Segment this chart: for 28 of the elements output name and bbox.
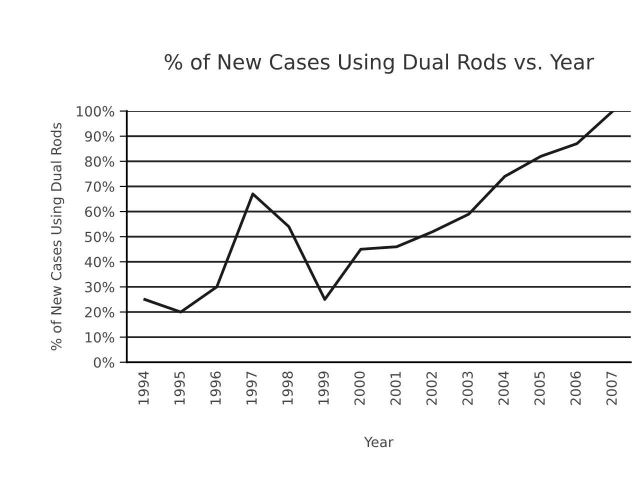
y-tick-label: 90%	[85, 131, 114, 142]
x-tick-label: 2000	[354, 372, 365, 405]
y-tick-label: 20%	[85, 306, 114, 318]
y-tick-label: 70%	[85, 181, 114, 192]
y-tick-label: 40%	[84, 256, 114, 268]
x-tick-label: 1998	[282, 372, 293, 404]
chart-title: % of New Cases Using Dual Rods vs. Year	[164, 54, 594, 74]
y-tick-label: 100%	[76, 106, 114, 117]
y-tick-label: 0%	[94, 357, 114, 368]
x-tick-label: 1995	[174, 372, 185, 404]
x-tick-label: 1996	[210, 371, 221, 404]
y-tick-label: 30%	[85, 282, 114, 292]
y-tick-label: 60%	[85, 206, 114, 218]
y-axis-title: % of New Cases Using Dual Rods	[50, 122, 64, 350]
x-tick-label: 2003	[462, 372, 473, 405]
x-tick-label: 2002	[426, 372, 437, 405]
x-tick-label: 1994	[138, 371, 149, 404]
x-tick-label: 2004	[498, 371, 509, 405]
y-tick-label: 10%	[86, 332, 114, 343]
x-tick-label: 2007	[606, 372, 617, 405]
x-axis-title: Year	[364, 436, 394, 448]
x-tick-label: 1997	[246, 372, 257, 404]
x-tick-label: 2005	[534, 372, 545, 405]
x-tick-label: 2001	[390, 372, 401, 405]
y-tick-label: 80%	[85, 156, 114, 167]
y-tick-label: 50%	[85, 232, 114, 242]
x-tick-label: 1999	[318, 372, 329, 404]
x-tick-label: 2006	[570, 371, 581, 405]
